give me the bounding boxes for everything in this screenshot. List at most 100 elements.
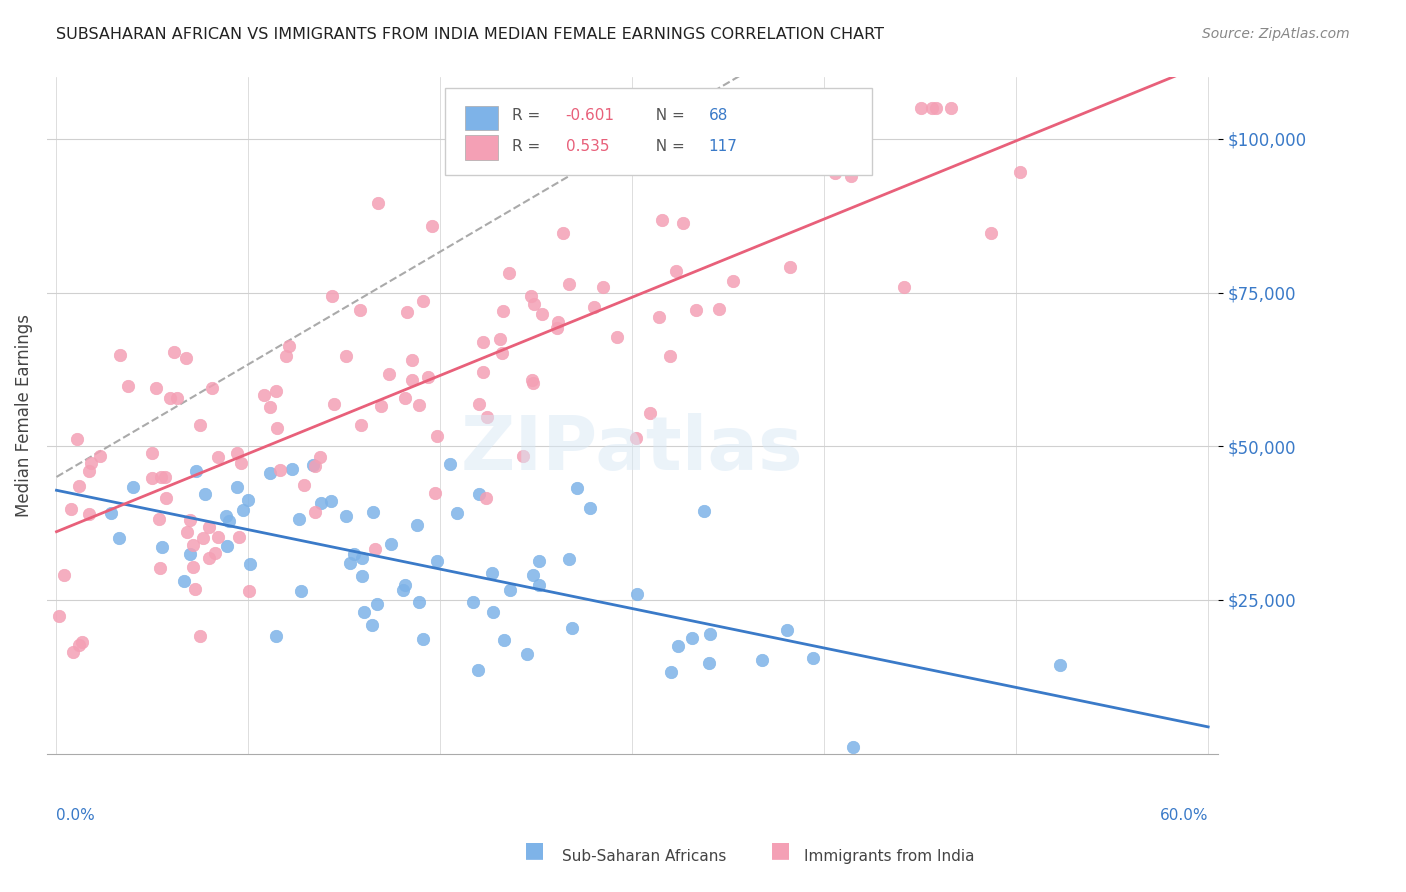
Point: [824, 166, 846, 180]
Point: [361, 618, 384, 632]
Point: [498, 266, 520, 280]
Point: [166, 391, 188, 405]
Point: [201, 381, 224, 395]
Point: [215, 509, 238, 524]
Point: [217, 539, 239, 553]
Point: [264, 629, 287, 643]
Point: [218, 514, 240, 528]
Point: [349, 417, 371, 432]
Point: [194, 487, 217, 501]
Point: [207, 530, 229, 544]
Point: [468, 397, 491, 411]
Point: [184, 582, 207, 596]
Point: [423, 485, 446, 500]
Text: 68: 68: [709, 109, 728, 123]
Point: [276, 349, 298, 363]
Point: [159, 392, 181, 406]
Text: 117: 117: [709, 139, 737, 154]
Point: [394, 578, 416, 592]
Point: [1049, 658, 1071, 673]
Point: [277, 339, 299, 353]
Point: [236, 493, 259, 508]
Point: [477, 410, 499, 425]
Point: [523, 297, 546, 311]
Point: [264, 384, 287, 399]
Point: [672, 216, 695, 230]
Point: [72, 635, 94, 649]
Point: [77, 464, 100, 478]
Point: [606, 329, 628, 343]
Point: [380, 537, 402, 551]
Point: [665, 264, 688, 278]
Point: [565, 481, 588, 495]
Point: [48, 609, 70, 624]
Point: [186, 464, 208, 478]
Point: [412, 632, 434, 646]
Point: [239, 557, 262, 571]
Point: [839, 169, 862, 184]
Point: [80, 456, 103, 470]
Point: [405, 517, 427, 532]
Point: [546, 320, 568, 334]
Point: [721, 274, 744, 288]
Point: [191, 531, 214, 545]
Point: [392, 582, 415, 597]
Point: [659, 665, 682, 680]
Point: [60, 501, 83, 516]
Point: [302, 458, 325, 473]
Point: [472, 365, 495, 379]
Point: [226, 480, 249, 494]
Point: [153, 470, 176, 484]
Text: 0.0%: 0.0%: [56, 807, 96, 822]
Point: [426, 554, 449, 568]
Point: [361, 505, 384, 519]
Point: [693, 504, 716, 518]
Point: [304, 505, 326, 519]
Point: [527, 578, 550, 592]
Point: [939, 101, 962, 115]
Point: [461, 595, 484, 609]
Point: [420, 219, 443, 233]
Point: [775, 623, 797, 637]
Point: [401, 353, 423, 368]
Point: [117, 379, 139, 393]
Point: [179, 548, 201, 562]
Point: [121, 480, 143, 494]
Point: [801, 651, 824, 665]
Point: [651, 212, 673, 227]
Point: [163, 345, 186, 359]
Point: [204, 546, 226, 560]
Point: [232, 503, 254, 517]
Text: R =: R =: [512, 139, 546, 154]
Point: [226, 446, 249, 460]
Point: [179, 513, 201, 527]
Text: ZIPatlas: ZIPatlas: [461, 413, 804, 486]
Point: [66, 432, 89, 446]
Point: [579, 501, 602, 516]
Point: [659, 349, 682, 363]
Point: [666, 639, 689, 653]
Point: [925, 101, 948, 115]
Point: [522, 376, 544, 391]
Y-axis label: Median Female Earnings: Median Female Earnings: [15, 314, 32, 517]
Point: [304, 458, 326, 473]
Text: -0.601: -0.601: [565, 109, 614, 123]
FancyBboxPatch shape: [444, 87, 872, 176]
Point: [197, 550, 219, 565]
Point: [150, 469, 173, 483]
Point: [910, 101, 932, 115]
Text: SUBSAHARAN AFRICAN VS IMMIGRANTS FROM INDIA MEDIAN FEMALE EARNINGS CORRELATION C: SUBSAHARAN AFRICAN VS IMMIGRANTS FROM IN…: [56, 27, 884, 42]
Point: [446, 506, 468, 520]
Text: N =: N =: [647, 109, 690, 123]
Point: [149, 561, 172, 575]
Point: [408, 595, 430, 609]
Point: [364, 541, 387, 556]
Point: [439, 457, 461, 471]
Point: [522, 568, 544, 582]
Point: [207, 450, 229, 464]
Point: [779, 260, 801, 274]
Point: [228, 531, 250, 545]
Point: [89, 449, 111, 463]
Point: [638, 406, 661, 420]
Point: [921, 101, 943, 115]
